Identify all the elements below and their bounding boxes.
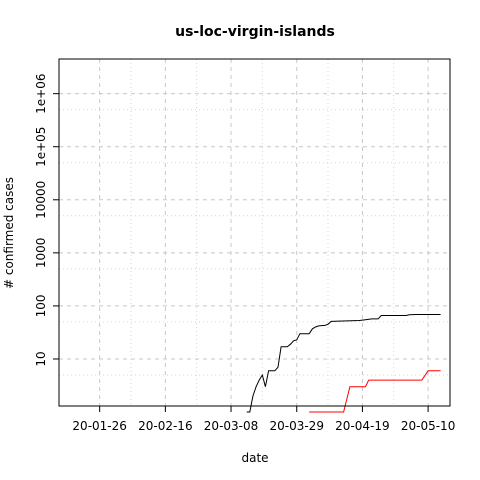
y-tick-label: 1e+06	[34, 73, 48, 113]
x-tick-label: 20-01-26	[72, 419, 126, 433]
y-tick-label: 10	[34, 351, 48, 366]
x-tick-label: 20-03-29	[269, 419, 323, 433]
x-tick-label: 20-05-10	[401, 419, 455, 433]
x-axis-label: date	[241, 451, 268, 465]
y-tick-label: 100	[34, 294, 48, 317]
chart-title: us-loc-virgin-islands	[175, 24, 335, 40]
series-lines	[246, 314, 441, 413]
x-tick-label: 20-02-16	[138, 419, 192, 433]
y-tick-label: 1e+05	[34, 127, 48, 167]
y-tick-label: 1000	[34, 238, 48, 269]
grid	[59, 59, 450, 406]
plot-frame	[58, 58, 451, 407]
y-axis-label: # confirmed cases	[2, 177, 16, 289]
series-line-1	[246, 314, 441, 413]
axes: 20-01-26 20-02-16 20-03-08 20-03-29 20-04-19…	[34, 73, 455, 433]
y-tick-label: 10000	[34, 181, 48, 219]
x-tick-label: 20-04-19	[335, 419, 389, 433]
series-line-2	[309, 370, 441, 413]
x-tick-label: 20-03-08	[204, 419, 258, 433]
